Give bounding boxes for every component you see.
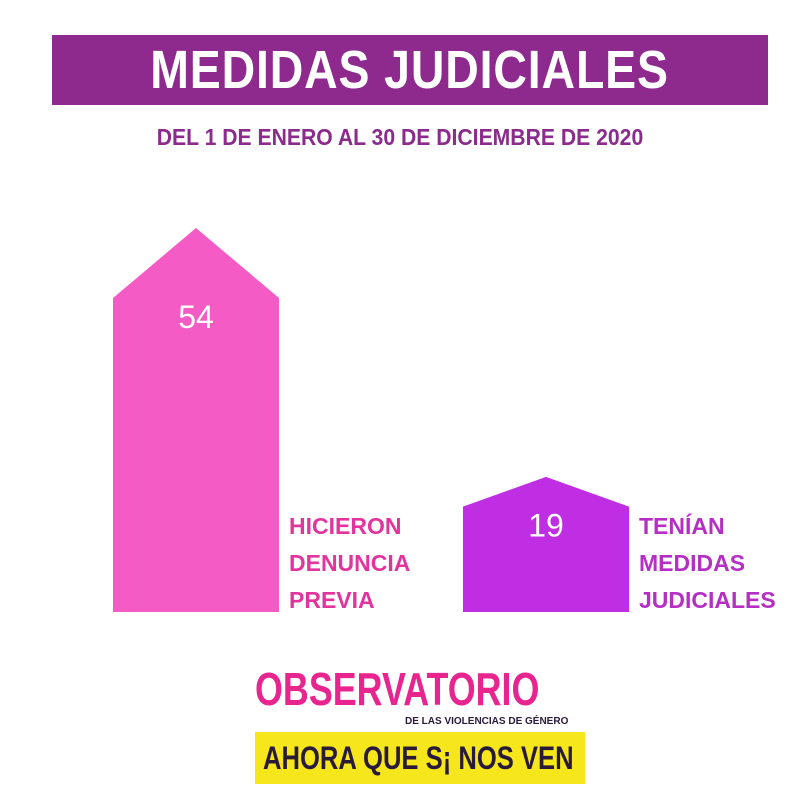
logo-sub-text: DE LAS VIOLENCIAS DE GÉNERO: [405, 716, 569, 727]
category-label-1-line-1: HICIERON: [289, 513, 401, 539]
page-subtitle: DEL 1 DE ENERO AL 30 DE DICIEMBRE DE 202…: [156, 124, 644, 150]
logo-bar-text: AHORA QUE S¡ NOS VEN: [263, 740, 574, 776]
page-title: MEDIDAS JUDICIALES: [150, 40, 670, 100]
bar-2: [463, 476, 629, 612]
data-label-2: 19: [528, 508, 564, 544]
title-banner: MEDIDAS JUDICIALES: [52, 35, 768, 105]
category-label-2-line-2: MEDIDAS: [639, 550, 745, 576]
data-label-1: 54: [178, 299, 214, 335]
category-label-2-line-1: TENÍAN: [639, 512, 725, 539]
logo-main-text: OBSERVATORIO: [255, 663, 540, 715]
logo-bar: [255, 732, 585, 784]
category-label-1-line-2: DENUNCIA: [289, 550, 410, 576]
bar-1: [113, 228, 279, 612]
observatorio-logo: OBSERVATORIO DE LAS VIOLENCIAS DE GÉNERO…: [255, 664, 585, 792]
category-label-2-line-3: JUDICIALES: [639, 587, 776, 613]
category-label-1-line-3: PREVIA: [289, 587, 375, 613]
